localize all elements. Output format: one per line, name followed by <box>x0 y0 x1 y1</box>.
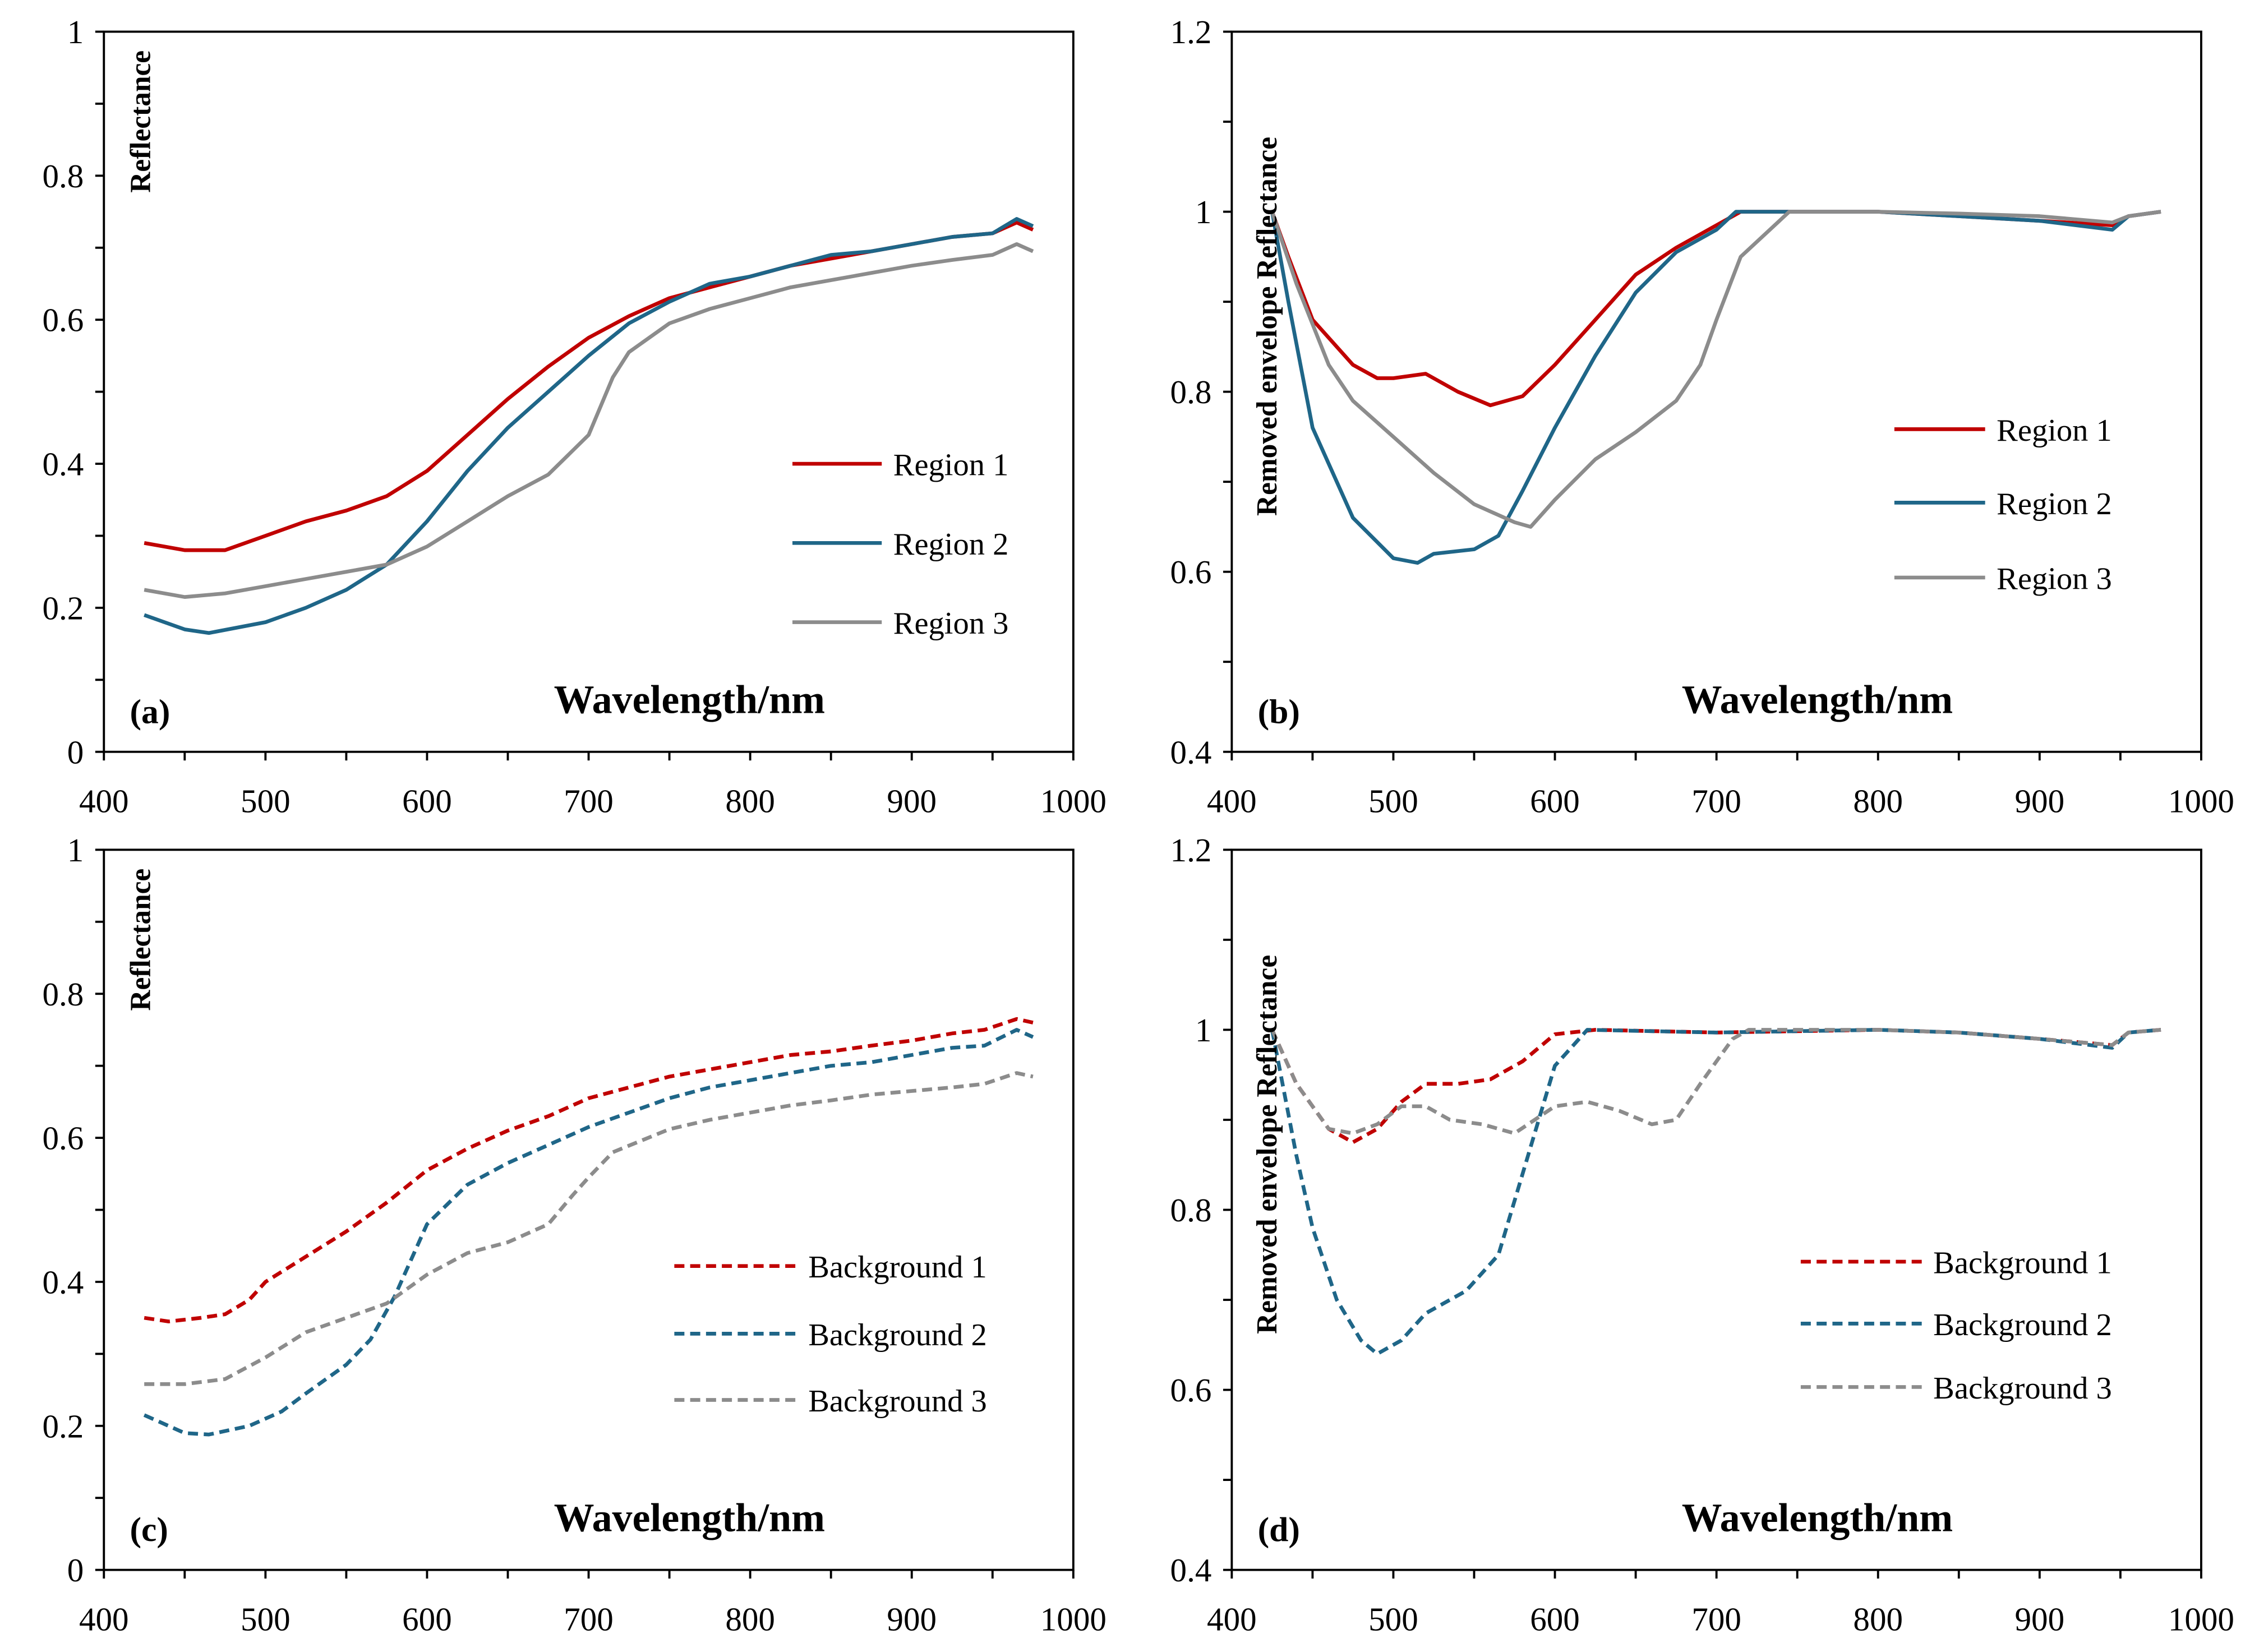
x-tick-label: 800 <box>1853 1600 1903 1637</box>
y-tick-label: 0.4 <box>1170 1552 1212 1589</box>
x-tick-label: 1000 <box>1040 1600 1107 1637</box>
x-tick-label: 1000 <box>1040 783 1107 820</box>
x-tick-label: 600 <box>1530 783 1580 820</box>
legend-label: Region 2 <box>893 527 1009 562</box>
series-line-region-3 <box>144 242 1034 599</box>
x-tick-label: 1000 <box>2168 1600 2234 1637</box>
x-tick-label: 1000 <box>2168 783 2234 820</box>
y-tick-label: 0.6 <box>1170 1372 1212 1409</box>
y-axis-title: Reflectance <box>125 50 156 193</box>
series-line-region-2 <box>144 217 1034 635</box>
series-line-background-2 <box>1270 1028 2161 1356</box>
panel-label: (d) <box>1258 1511 1300 1549</box>
y-tick-label: 0.4 <box>1170 733 1212 770</box>
series-line-region-2 <box>1270 210 2161 565</box>
series-line-background-3 <box>1270 1028 2161 1136</box>
series-line-region-3 <box>1270 210 2161 529</box>
series-line-background-1 <box>144 1017 1034 1323</box>
series-line-region-1 <box>1270 210 2161 408</box>
plot-frame <box>1230 30 2202 753</box>
x-tick-label: 900 <box>887 1600 937 1637</box>
y-tick-label: 1.2 <box>1170 13 1212 50</box>
chart-panel-c: 400 500 600 700 800 900 1000 0 0.2 0.4 0.6 0.8 1 Back… <box>42 832 1106 1638</box>
x-tick-label: 500 <box>1368 783 1418 820</box>
x-tick-label: 900 <box>2015 1600 2065 1637</box>
y-tick-label: 1 <box>67 13 84 50</box>
x-tick-label: 900 <box>2015 783 2065 820</box>
legend-label: Background 1 <box>808 1250 987 1285</box>
plot-frame <box>1230 848 2202 1571</box>
y-tick-label: 0.6 <box>1170 553 1212 590</box>
chart-panel-a: 400 500 600 700 800 900 1000 0 0.2 0.4 0.6 0.8 1 Regi… <box>42 13 1106 820</box>
legend-label: Background 3 <box>1933 1371 2112 1406</box>
y-tick-label: 0.6 <box>42 1120 84 1157</box>
y-tick-label: 1 <box>1195 1012 1212 1049</box>
x-tick-label: 500 <box>1368 1600 1418 1637</box>
x-axis-title: Wavelength/nm <box>554 677 825 722</box>
x-tick-label: 700 <box>1691 1600 1741 1637</box>
series-line-background-1 <box>1270 1028 2161 1145</box>
x-tick-label: 500 <box>241 1600 291 1637</box>
plot-frame <box>103 848 1075 1571</box>
x-tick-label: 500 <box>241 783 291 820</box>
y-tick-label: 0.4 <box>42 1263 84 1300</box>
series-line-background-3 <box>144 1071 1034 1386</box>
chart-panel-b: 400 500 600 700 800 900 1000 0.4 0.6 0.8 1 1.2 Regio… <box>1170 13 2234 820</box>
x-axis-title: Wavelength/nm <box>1682 1495 1953 1540</box>
x-tick-label: 700 <box>564 1600 614 1637</box>
legend-label: Region 2 <box>1997 487 2112 522</box>
x-tick-label: 400 <box>1207 1600 1257 1637</box>
x-tick-label: 800 <box>1853 783 1903 820</box>
x-tick-label: 900 <box>887 783 937 820</box>
series-line-background-2 <box>143 1028 1034 1437</box>
y-axis-title: Removed envelope Reflectance <box>1251 137 1283 516</box>
y-tick-label: 0.6 <box>42 302 84 339</box>
legend-label: Region 1 <box>893 448 1009 483</box>
legend-label: Background 2 <box>1933 1308 2112 1342</box>
legend-label: Background 3 <box>808 1384 987 1419</box>
legend-label: Background 2 <box>808 1318 987 1353</box>
panel-label: (c) <box>130 1511 168 1549</box>
x-tick-label: 400 <box>79 783 129 820</box>
series-line-region-1 <box>144 220 1034 552</box>
x-tick-label: 700 <box>1691 783 1741 820</box>
y-axis-title: Reflectance <box>125 869 156 1011</box>
x-tick-label: 600 <box>402 1600 452 1637</box>
y-tick-label: 0 <box>67 1552 84 1589</box>
legend-label: Region 3 <box>893 606 1009 641</box>
x-axis-title: Wavelength/nm <box>554 1495 825 1540</box>
x-axis-title: Wavelength/nm <box>1682 677 1953 722</box>
legend-label: Background 1 <box>1933 1246 2112 1281</box>
x-tick-label: 600 <box>402 783 452 820</box>
y-tick-label: 0.4 <box>42 446 84 483</box>
y-axis-title: Removed envelope Reflectance <box>1251 955 1283 1334</box>
legend-label: Region 1 <box>1997 413 2112 448</box>
y-tick-label: 0.2 <box>42 1408 84 1445</box>
legend-label: Region 3 <box>1997 561 2112 596</box>
chart-panel-d: 400 500 600 700 800 900 1000 0.4 0.6 0.8 1 1.2 Backg… <box>1170 832 2234 1638</box>
y-tick-label: 0.8 <box>1170 373 1212 410</box>
x-tick-label: 700 <box>564 783 614 820</box>
y-tick-label: 1 <box>67 832 84 869</box>
panel-label: (b) <box>1258 693 1300 731</box>
y-tick-label: 1 <box>1195 193 1212 230</box>
y-tick-label: 0.8 <box>42 976 84 1013</box>
y-tick-label: 0 <box>67 733 84 770</box>
x-tick-label: 800 <box>725 1600 775 1637</box>
panel-label: (a) <box>130 693 170 731</box>
y-tick-label: 0.2 <box>42 589 84 626</box>
x-tick-label: 400 <box>1207 783 1257 820</box>
y-tick-label: 0.8 <box>42 158 84 195</box>
x-tick-label: 600 <box>1530 1600 1580 1637</box>
y-tick-label: 1.2 <box>1170 832 1212 869</box>
x-tick-label: 400 <box>79 1600 129 1637</box>
x-tick-label: 800 <box>725 783 775 820</box>
plot-frame <box>103 30 1075 753</box>
y-tick-label: 0.8 <box>1170 1192 1212 1229</box>
